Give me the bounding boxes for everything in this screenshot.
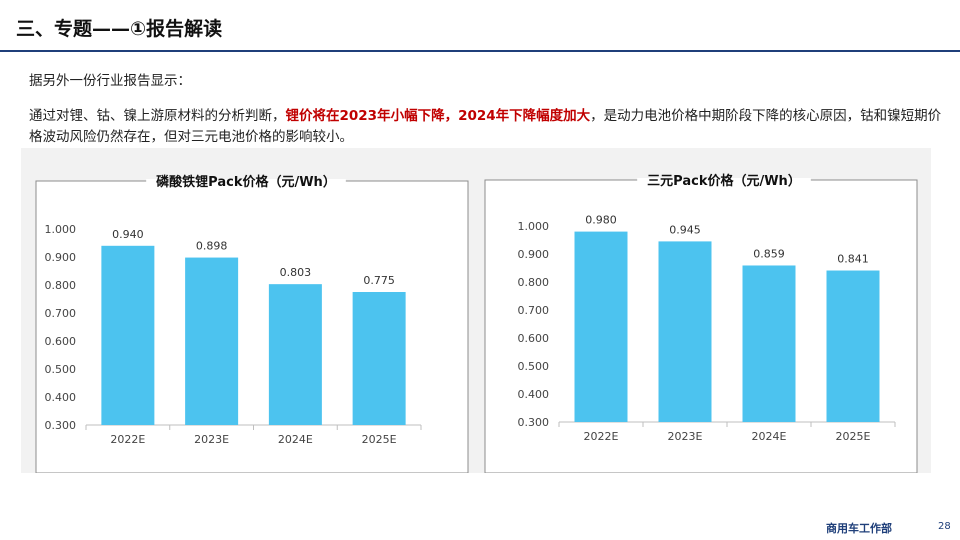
chart2-category-label-2024E: 2024E <box>752 430 787 443</box>
chart1-bar-2022E <box>101 245 155 425</box>
chart2-title-gap <box>637 178 811 182</box>
paragraph-text-1: 通过对锂、钴、镍上游原材料的分析判断， <box>29 108 286 124</box>
chart1-category-label-2022E: 2022E <box>110 433 145 446</box>
page-number: 28 <box>938 521 951 532</box>
chart1-ytick-7: 0.300 <box>45 419 77 432</box>
chart1-ytick-0: 1.000 <box>45 223 77 236</box>
chart1-ytick-1: 0.900 <box>45 251 77 264</box>
chart1-value-label-2024E: 0.803 <box>280 266 312 279</box>
slide-title: 三、专题——①报告解读 <box>16 18 223 40</box>
title-divider <box>0 50 960 52</box>
analysis-paragraph: 通过对锂、钴、镍上游原材料的分析判断，锂价将在2023年小幅下降，2024年下降… <box>29 106 944 148</box>
chart1-ytick-4: 0.600 <box>45 335 77 348</box>
chart1-category-label-2024E: 2024E <box>278 433 313 446</box>
chart1-category-label-2023E: 2023E <box>194 433 229 446</box>
chart2-ytick-7: 0.300 <box>518 416 550 429</box>
chart1-ytick-6: 0.400 <box>45 391 77 404</box>
chart2-ytick-4: 0.600 <box>518 332 550 345</box>
chart2-ytick-3: 0.700 <box>518 304 550 317</box>
chart2-category-label-2025E: 2025E <box>836 430 871 443</box>
chart1-bar-2024E <box>268 284 322 425</box>
chart1-title: 磷酸铁锂Pack价格（元/Wh） <box>156 174 336 190</box>
chart2-value-label-2022E: 0.980 <box>585 214 617 227</box>
chart2-value-label-2025E: 0.841 <box>837 253 869 266</box>
chart1-value-label-2025E: 0.775 <box>363 274 395 287</box>
bar-charts: 磷酸铁锂Pack价格（元/Wh） 1.000 0.900 0.800 0.700 0.60… <box>35 173 918 473</box>
chart1-title-gap <box>146 179 346 183</box>
chart1-bar-2025E <box>352 292 406 425</box>
chart1-value-label-2023E: 0.898 <box>196 240 228 253</box>
intro-text: 据另外一份行业报告显示： <box>29 73 191 89</box>
chart2-ytick-2: 0.800 <box>518 276 550 289</box>
chart2-category-label-2023E: 2023E <box>668 430 703 443</box>
chart1-bar-2023E <box>185 257 239 425</box>
chart2-bar-2023E <box>658 241 712 422</box>
highlight-lithium-2023: 锂价将在2023年小幅下降 <box>285 108 445 124</box>
highlight-separator: ， <box>444 108 459 124</box>
chart2-title: 三元Pack价格（元/Wh） <box>647 173 801 189</box>
chart2-ytick-0: 1.000 <box>518 220 550 233</box>
chart2-value-label-2023E: 0.945 <box>669 223 701 236</box>
chart1-ytick-5: 0.500 <box>45 363 77 376</box>
chart2-category-label-2022E: 2022E <box>584 430 619 443</box>
chart1-ytick-3: 0.700 <box>45 307 77 320</box>
chart1-value-label-2022E: 0.940 <box>112 228 144 241</box>
chart2-ytick-1: 0.900 <box>518 248 550 261</box>
chart1-category-label-2025E: 2025E <box>362 433 397 446</box>
chart2-value-label-2024E: 0.859 <box>753 247 785 260</box>
chart2-bar-2024E <box>742 265 796 422</box>
paragraph-text-2: ，是动力电池价格中期阶段下降的核心原因，钴和镍短期价格波动风险仍然存在，但对三元… <box>29 108 942 145</box>
charts-panel: 磷酸铁锂Pack价格（元/Wh） 1.000 0.900 0.800 0.700 0.60… <box>21 148 931 473</box>
chart2-ytick-5: 0.500 <box>518 360 550 373</box>
chart2-bar-2022E <box>574 231 628 422</box>
chart2-ytick-6: 0.400 <box>518 388 550 401</box>
footer-department: 商用车工作部 <box>826 522 892 535</box>
highlight-2024-decline: 2024年下降幅度加大 <box>458 108 591 124</box>
chart1-ytick-2: 0.800 <box>45 279 77 292</box>
chart2-bar-2025E <box>826 270 880 422</box>
